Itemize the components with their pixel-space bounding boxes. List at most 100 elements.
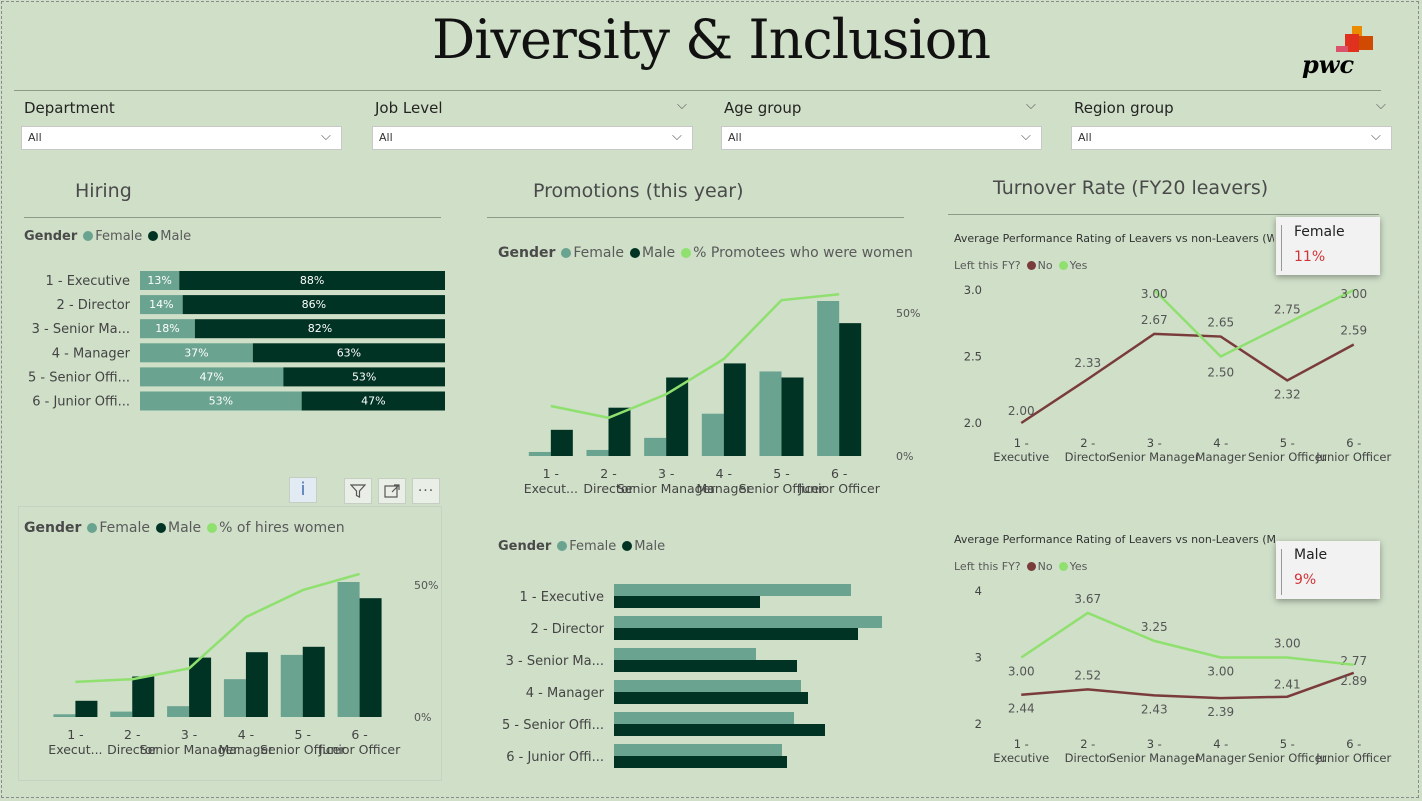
x-tick-label: 6 - (1346, 737, 1361, 751)
chevron-down-icon[interactable]: ⌵ (321, 129, 331, 144)
data-label: 2.67 (1141, 313, 1168, 327)
bar-male (839, 323, 862, 456)
bar-male (550, 429, 573, 456)
x-tick-label: 1 - (67, 727, 83, 742)
bar-male (614, 692, 808, 704)
y-right-tick: 0% (896, 450, 913, 463)
slicer-dropdown-2[interactable]: All (721, 126, 1042, 150)
female-dot-icon (557, 541, 568, 551)
turnover-title: Turnover Rate (FY20 leavers) (993, 177, 1269, 199)
x-tick-label: Manager (1196, 751, 1247, 765)
selected-visual-outline[interactable] (18, 506, 442, 781)
legend-no[interactable]: No (1037, 560, 1053, 573)
pwc-logo-text: pwc (1302, 50, 1355, 79)
legend-male[interactable]: Male (168, 520, 202, 536)
bar-male (723, 363, 746, 456)
slicer-label-3: Region group (1074, 99, 1174, 117)
chevron-down-icon[interactable]: ⌵ (1026, 98, 1036, 113)
data-label-female: 14% (149, 298, 173, 311)
data-label: 2.65 (1207, 316, 1234, 330)
focus-mode-icon[interactable] (378, 478, 406, 504)
x-tick-label: 6 - (831, 466, 847, 481)
category-label: 1 - Executive (45, 274, 130, 289)
legend-pct-promotees[interactable]: % Promotees who were women (693, 245, 913, 261)
legend-yes[interactable]: Yes (1069, 259, 1088, 272)
x-tick-label: Senior Manager (1109, 450, 1200, 464)
yes-dot-icon (1058, 562, 1068, 571)
slicer-dropdown-3[interactable]: All (1071, 126, 1392, 150)
male-dot-icon (156, 523, 166, 533)
category-label: 5 - Senior Offi... (502, 718, 604, 733)
x-tick-label: Junior Officer (1315, 450, 1391, 464)
data-label: 2.32 (1274, 387, 1301, 401)
x-tick-label: 1 - (1014, 436, 1029, 450)
turnover-men-title: Average Performance Rating of Leavers vs… (954, 533, 1277, 546)
x-tick-label: Executive (993, 450, 1049, 464)
x-tick-label: 4 - (1213, 737, 1228, 751)
y-tick-label: 4 (975, 584, 982, 598)
chevron-down-icon[interactable]: ⌵ (677, 98, 687, 113)
slicer-dropdown-0[interactable]: All (21, 126, 342, 150)
card-value: 11% (1294, 249, 1326, 265)
legend-no[interactable]: No (1037, 259, 1053, 272)
data-label-female: 18% (155, 322, 179, 335)
data-label-male: 47% (361, 395, 385, 408)
x-tick-label: 2 - (600, 466, 616, 481)
x-tick-label: Director (583, 481, 634, 496)
turnover-women-title: Average Performance Rating of Leavers vs… (954, 232, 1274, 245)
x-tick-label: Senior Manager (140, 742, 239, 757)
legend-male[interactable]: Male (634, 539, 666, 554)
legend-female[interactable]: Female (95, 229, 143, 244)
turnover-women-chart: 2.0 2.5 3.0 2.00 2.33 2.67 2.65 2.32 2.59 3.00 2.5… (964, 283, 1392, 464)
category-label: 3 - Senior Ma... (506, 654, 604, 669)
x-tick-label: 6 - (1346, 436, 1361, 450)
category-label: 5 - Senior Offi... (28, 370, 130, 385)
legend-pct-hires[interactable]: % of hires women (219, 520, 345, 536)
legend-male[interactable]: Male (642, 245, 676, 261)
bar-female (140, 343, 253, 363)
chevron-down-icon[interactable]: ⌵ (1376, 98, 1386, 113)
x-tick-label: Manager (219, 742, 275, 757)
data-label: 3.00 (1008, 665, 1035, 679)
category-label: 2 - Director (57, 298, 131, 313)
more-options-icon[interactable]: ··· (412, 478, 440, 504)
filter-icon[interactable] (344, 478, 372, 504)
yes-dot-icon (1058, 261, 1068, 270)
x-tick-label: 2 - (124, 727, 140, 742)
bar-male (614, 756, 787, 768)
data-label: 3.00 (1274, 637, 1301, 651)
info-icon[interactable]: i (289, 477, 317, 503)
legend-female[interactable]: Female (99, 520, 150, 536)
data-label: 3.00 (1207, 665, 1234, 679)
chevron-down-icon[interactable]: ⌵ (1371, 129, 1381, 144)
x-tick-label: Senior Officer (1248, 450, 1327, 464)
x-tick-label: Execut... (524, 481, 578, 496)
data-label: 2.59 (1340, 324, 1367, 338)
female-dot-icon (561, 248, 572, 258)
bar-female (586, 449, 609, 456)
slicer-label-2: Age group (724, 99, 802, 117)
chevron-down-icon[interactable]: ⌵ (1021, 129, 1031, 144)
y-right-tick: 0% (414, 711, 431, 724)
bar-male (614, 724, 825, 736)
slicer-dropdown-1[interactable]: All (372, 126, 693, 150)
male-dot-icon (630, 248, 640, 258)
bar-female (337, 582, 360, 717)
bar-male (283, 367, 445, 387)
category-label: 6 - Junior Offi... (506, 750, 604, 765)
bar-male (302, 646, 325, 717)
chevron-down-icon[interactable]: ⌵ (672, 129, 682, 144)
bar-female (528, 451, 551, 456)
data-label: 3.00 (1340, 287, 1367, 301)
legend-female[interactable]: Female (569, 539, 617, 554)
legend-female[interactable]: Female (573, 245, 624, 261)
x-tick-label: 1 - (1014, 737, 1029, 751)
bar-female (53, 714, 76, 717)
x-tick-label: Senior Officer (260, 742, 346, 757)
no-dot-icon (1026, 562, 1036, 571)
hiring-title: Hiring (75, 180, 132, 202)
bar-male (608, 407, 631, 456)
legend-yes[interactable]: Yes (1069, 560, 1088, 573)
legend-male[interactable]: Male (160, 229, 192, 244)
